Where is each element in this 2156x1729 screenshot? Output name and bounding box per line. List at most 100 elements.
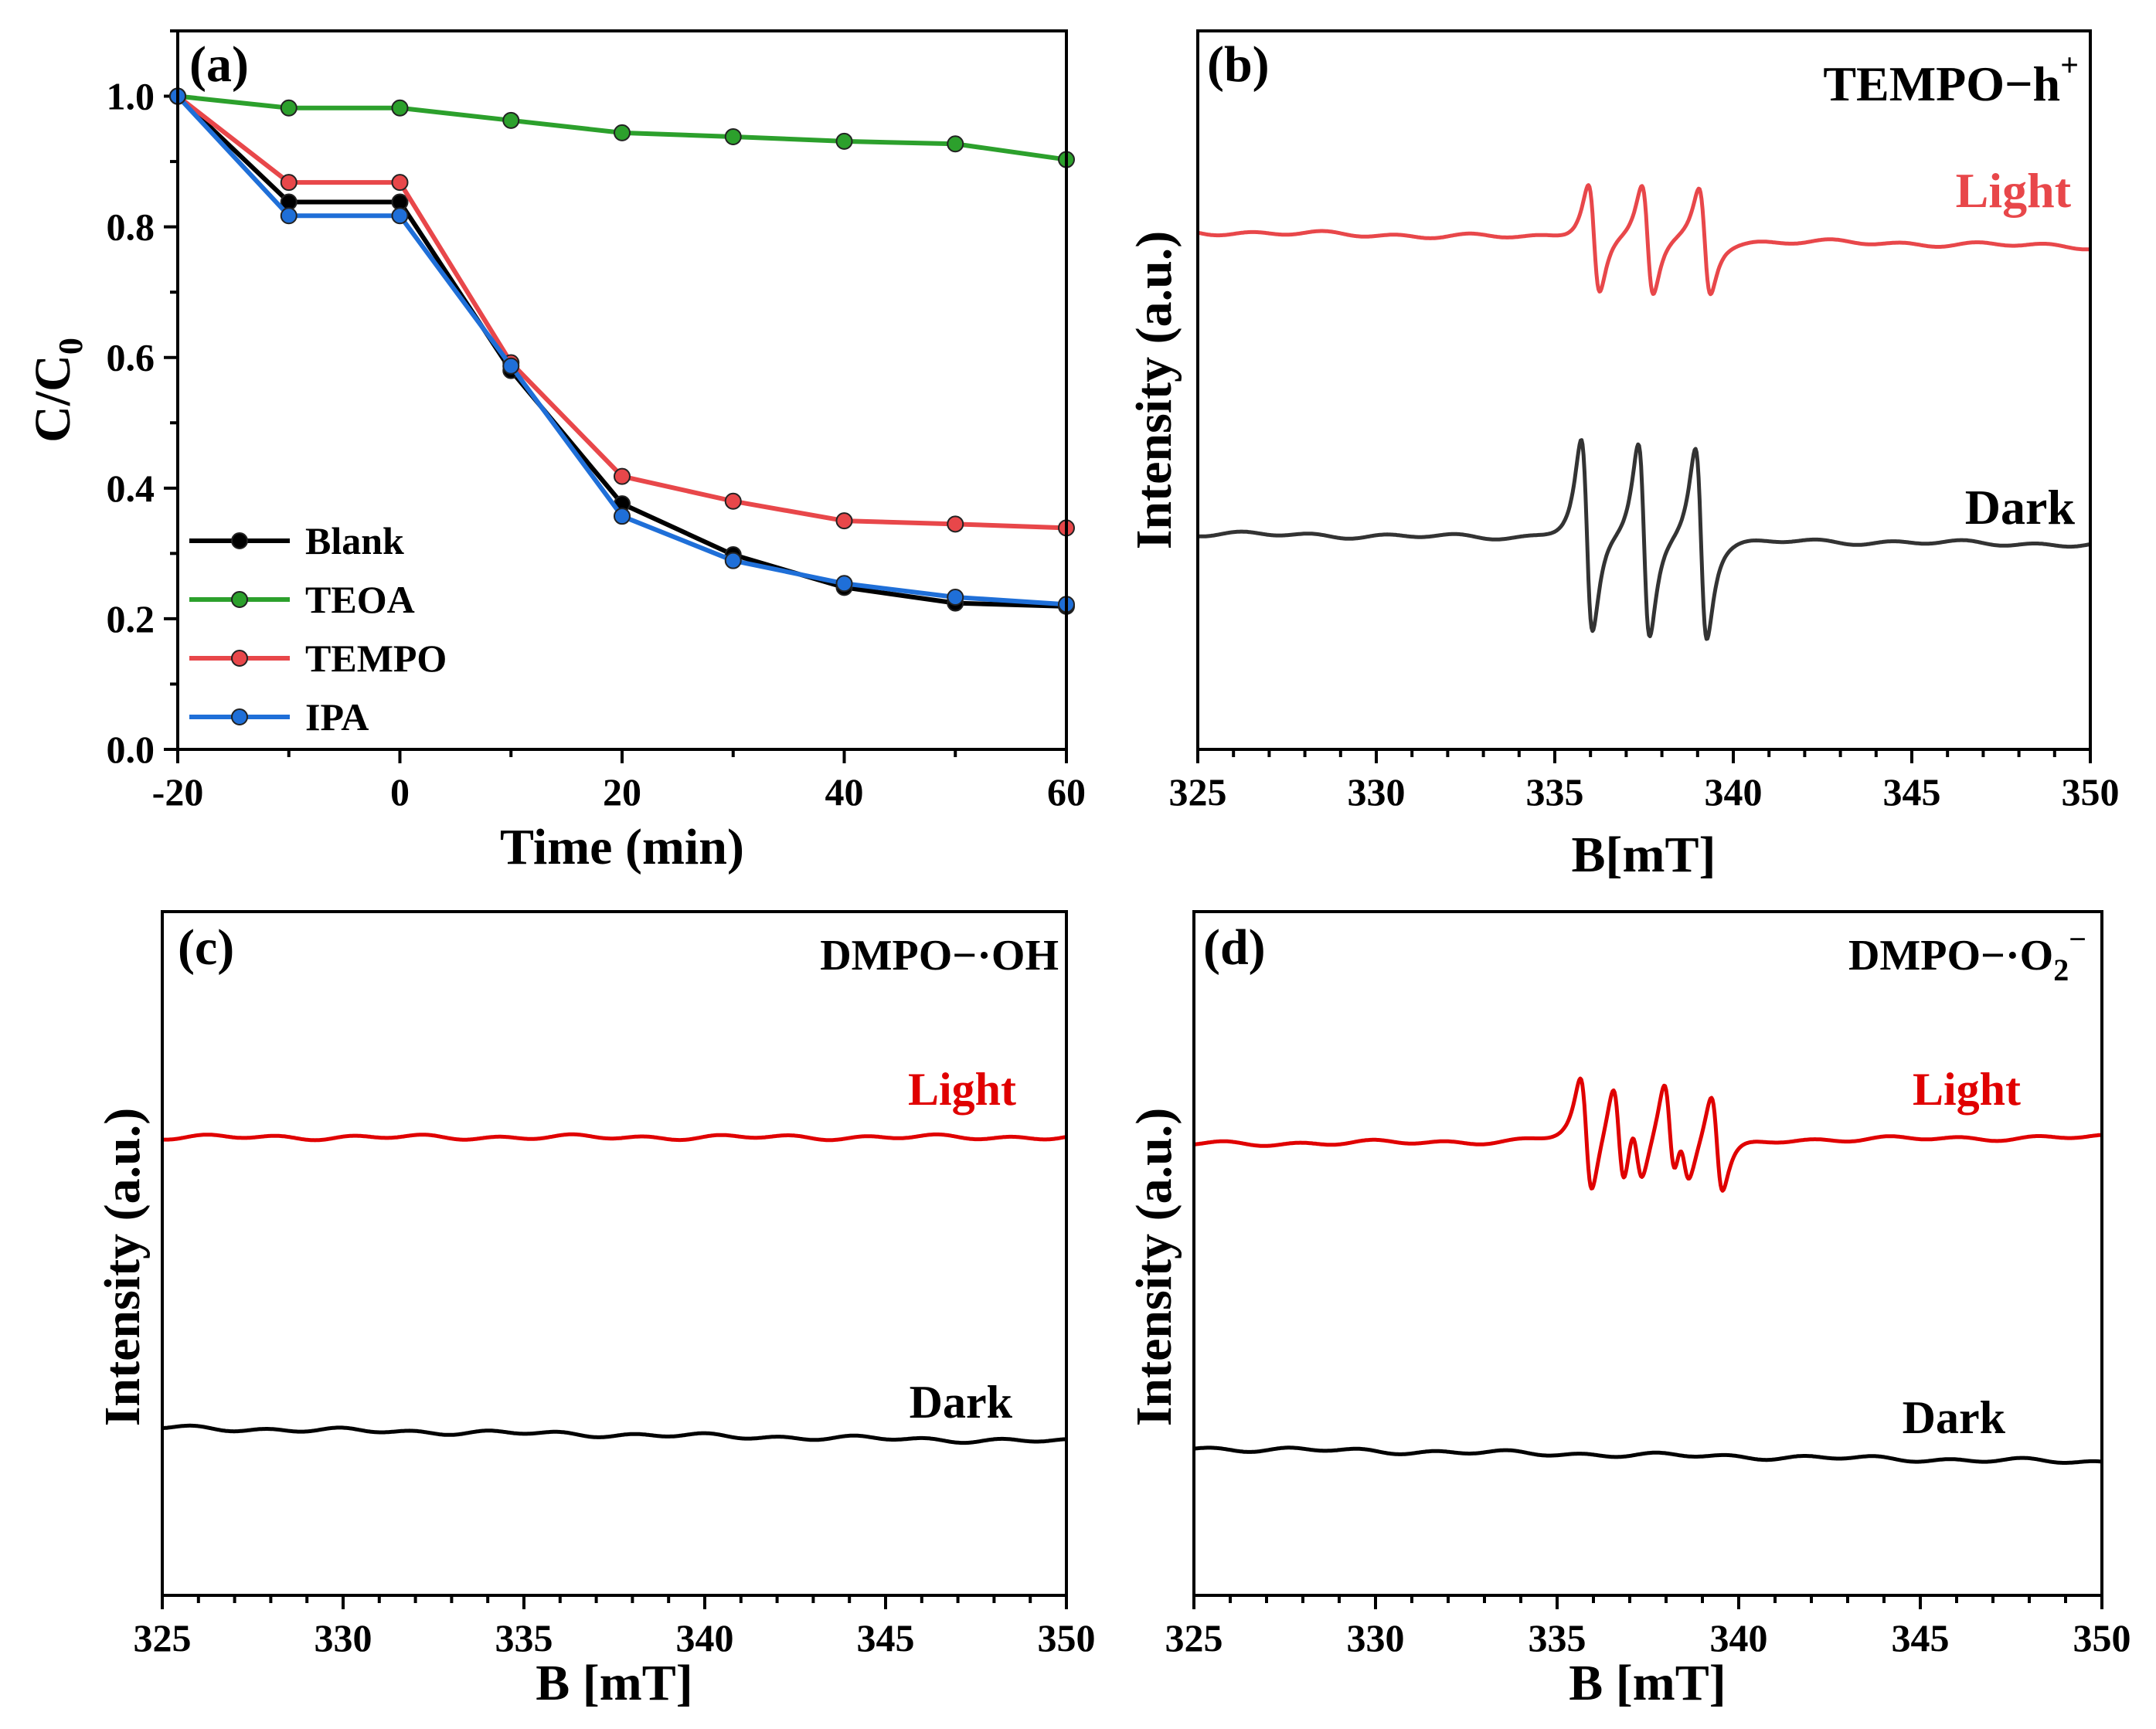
x-tick-label: 330 <box>1348 770 1406 814</box>
x-tick-label: 335 <box>495 1616 553 1659</box>
x-tick-label: 60 <box>1047 770 1086 814</box>
panel-c-frame <box>161 910 1068 1597</box>
data-point-ipa <box>502 357 520 375</box>
legend-marker-teoa <box>231 591 248 608</box>
panel-c-tag: DMPO−·OH <box>820 932 1059 980</box>
panel-b-xlabel: B[mT] <box>1572 827 1716 883</box>
x-tick-label: -20 <box>152 770 204 814</box>
panel-d-ylabel: Intensity (a.u.) <box>1126 1108 1182 1427</box>
panel-a-degradation-chart: -20 0 20 40 60 0.0 0.2 0.4 0.6 0.8 1.0 (a) Time (m… <box>25 29 1086 875</box>
x-tick-label: 350 <box>2073 1616 2131 1659</box>
legend-label-ipa: IPA <box>305 695 369 739</box>
y-tick-label: 0.6 <box>107 336 155 379</box>
data-point-tempo <box>614 467 631 485</box>
x-tick-label: 350 <box>2062 770 2120 814</box>
panel-c-dmpo-oh-epr: 325 330 335 340 345 350 (c) DMPO−·OH Light Da… <box>94 910 1096 1711</box>
x-tick-label: 325 <box>1169 770 1227 814</box>
x-tick-label: 325 <box>1165 1616 1223 1659</box>
panel-d-tag-sup: − <box>2069 922 2086 956</box>
panel-d-dark-label: Dark <box>1903 1392 2006 1443</box>
panel-d-frame <box>1192 910 2103 1597</box>
panel-b-tag-sup: + <box>2060 48 2079 83</box>
trace-light <box>1196 183 2092 297</box>
x-tick-label: 340 <box>1710 1616 1768 1659</box>
panel-b-tag: TEMPO−h+ <box>1823 48 2079 111</box>
data-point-tempo <box>947 515 964 533</box>
data-point-ipa <box>280 207 298 225</box>
panel-d-traces <box>1192 1076 2103 1465</box>
panel-a-frame <box>176 29 1068 751</box>
trace-dark <box>1196 438 2092 641</box>
panel-a-ylabel-sub: 0 <box>52 338 90 355</box>
y-tick-label: 0.8 <box>107 206 155 249</box>
panel-d-tag: DMPO−·O2− <box>1848 922 2086 987</box>
data-point-teoa <box>614 124 631 141</box>
panel-a-ticks: -20 0 20 40 60 0.0 0.2 0.4 0.6 0.8 1.0 <box>107 29 1086 814</box>
data-point-teoa <box>724 127 742 145</box>
panel-a-ylabel-main: C/C <box>25 355 81 443</box>
data-point-tempo <box>391 174 409 192</box>
panel-c-ticks: 325 330 335 340 345 350 <box>134 1595 1096 1659</box>
x-tick-label: 335 <box>1529 1616 1586 1659</box>
legend-label-teoa: TEOA <box>305 578 415 621</box>
panel-c-light-label: Light <box>908 1064 1016 1115</box>
y-tick-label: 0.2 <box>107 597 155 640</box>
panel-a-ylabel: C/C0 <box>25 338 90 443</box>
data-point-tempo <box>724 492 742 510</box>
x-tick-label: 350 <box>1038 1616 1096 1659</box>
panel-d-dmpo-o2-epr: 325 330 335 340 345 350 (d) DMPO−·O2− Light D… <box>1126 910 2131 1711</box>
panel-b-traces <box>1196 183 2092 641</box>
panel-d-tag-main: DMPO−·O <box>1848 932 2053 980</box>
legend-marker-tempo <box>231 650 248 667</box>
data-point-tempo <box>835 512 853 530</box>
legend-marker-blank <box>231 532 248 549</box>
panel-b-ylabel: Intensity (a.u.) <box>1126 231 1182 550</box>
panel-b-dark-label: Dark <box>1965 480 2076 535</box>
data-point-ipa <box>947 589 964 606</box>
panel-c-xlabel: B [mT] <box>536 1655 692 1711</box>
data-point-ipa <box>724 552 742 569</box>
panel-a-legend: Blank TEOA TEMPO IPA <box>189 519 447 739</box>
trace-dark <box>161 1423 1068 1445</box>
data-point-teoa <box>502 111 520 129</box>
trace-light <box>161 1132 1068 1143</box>
x-tick-label: 330 <box>1347 1616 1405 1659</box>
data-point-teoa <box>835 132 853 150</box>
data-point-teoa <box>391 99 409 117</box>
panel-b-frame <box>1196 29 2092 751</box>
panel-d-label: (d) <box>1203 919 1266 976</box>
panel-d-xlabel: B [mT] <box>1569 1655 1726 1711</box>
panel-c-ylabel: Intensity (a.u.) <box>94 1108 151 1427</box>
x-tick-label: 335 <box>1526 770 1584 814</box>
data-point-ipa <box>391 207 409 225</box>
x-tick-label: 345 <box>857 1616 915 1659</box>
panel-c-dark-label: Dark <box>910 1377 1013 1428</box>
y-tick-label: 1.0 <box>107 75 155 118</box>
x-tick-label: 40 <box>825 770 864 814</box>
legend-marker-ipa <box>231 708 248 725</box>
panel-c-label: (c) <box>178 919 234 976</box>
x-tick-label: 340 <box>1705 770 1763 814</box>
panel-d-tag-sub: 2 <box>2053 953 2069 987</box>
x-tick-label: 345 <box>1892 1616 1950 1659</box>
panel-b-light-label: Light <box>1956 163 2072 218</box>
trace-light <box>1192 1076 2103 1193</box>
panel-b-tempo-epr: 325 330 335 340 345 350 (b) TEMPO−h+ Light Da… <box>1126 29 2120 883</box>
x-tick-label: 340 <box>676 1616 734 1659</box>
x-tick-label: 330 <box>315 1616 372 1659</box>
y-tick-label: 0.4 <box>107 467 155 510</box>
panel-a-xlabel: Time (min) <box>500 819 744 875</box>
data-point-teoa <box>947 135 964 153</box>
panel-b-tag-main: TEMPO−h <box>1823 56 2060 111</box>
x-tick-label: 0 <box>390 770 410 814</box>
x-tick-label: 20 <box>603 770 641 814</box>
legend-label-tempo: TEMPO <box>305 637 447 680</box>
panel-b-label: (b) <box>1207 36 1270 93</box>
panel-c-traces <box>161 1132 1068 1445</box>
x-tick-label: 345 <box>1883 770 1941 814</box>
trace-dark <box>1192 1445 2103 1465</box>
x-tick-label: 325 <box>134 1616 192 1659</box>
data-point-ipa <box>614 508 631 525</box>
legend-label-blank: Blank <box>305 519 404 562</box>
